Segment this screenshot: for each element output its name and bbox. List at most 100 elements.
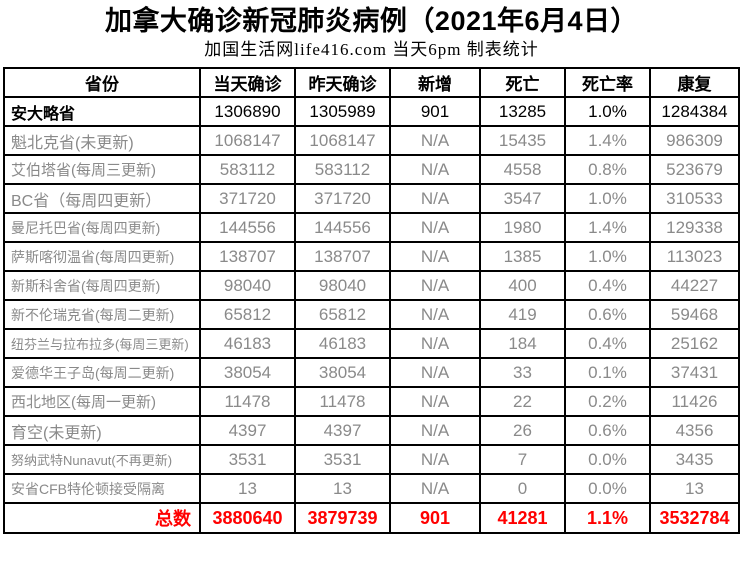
table-row: 新不伦瑞克省(每周二更新) 65812 65812 N/A 419 0.6% 59468	[3, 299, 740, 330]
death-rate-cell: 1.0%	[564, 96, 651, 127]
province-cell: 新斯科舍省(每周四更新)	[3, 270, 201, 301]
today-confirmed-cell: 144556	[199, 212, 296, 243]
table-row: 魁北克省(未更新) 1068147 1068147 N/A 15435 1.4% 98630…	[3, 125, 740, 156]
today-confirmed-cell: 4397	[199, 415, 296, 446]
province-cell: 育空(未更新)	[3, 415, 201, 446]
deaths-cell: 1385	[479, 241, 566, 272]
yesterday-confirmed-cell: 1305989	[294, 96, 391, 127]
table-footer: 总数 3880640 3879739 901 41281 1.1% 353278…	[3, 502, 740, 534]
recovered-cell: 59468	[649, 299, 740, 330]
new-cases-cell: N/A	[389, 270, 481, 301]
today-confirmed-cell: 138707	[199, 241, 296, 272]
yesterday-confirmed-cell: 98040	[294, 270, 391, 301]
recovered-cell: 25162	[649, 328, 740, 359]
new-cases-cell: N/A	[389, 444, 481, 475]
new-cases-cell: N/A	[389, 154, 481, 185]
new-cases-cell: N/A	[389, 125, 481, 156]
death-rate-cell: 0.0%	[564, 473, 651, 504]
yesterday-confirmed-cell: 583112	[294, 154, 391, 185]
recovered-cell: 310533	[649, 183, 740, 214]
page-subtitle: 加国生活网life416.com 当天6pm 制表统计	[204, 40, 539, 59]
recovered-cell: 113023	[649, 241, 740, 272]
deaths-cell: 419	[479, 299, 566, 330]
yesterday-confirmed-cell: 144556	[294, 212, 391, 243]
col-header-recovered: 康复	[649, 67, 740, 98]
table-row: 萨斯喀彻温省(每周四更新) 138707 138707 N/A 1385 1.0% 1130…	[3, 241, 740, 272]
deaths-cell: 7	[479, 444, 566, 475]
total-today-confirmed: 3880640	[199, 502, 296, 534]
today-confirmed-cell: 13	[199, 473, 296, 504]
province-cell: 安大略省	[3, 96, 201, 127]
death-rate-cell: 0.0%	[564, 444, 651, 475]
table-row: 努纳武特Nunavut(不再更新) 3531 3531 N/A 7 0.0% 3435	[3, 444, 740, 475]
col-header-new-cases: 新增	[389, 67, 481, 98]
page-header: 加拿大确诊新冠肺炎病例（2021年6月4日） 加国生活网life416.com …	[0, 6, 743, 60]
yesterday-confirmed-cell: 3531	[294, 444, 391, 475]
new-cases-cell: N/A	[389, 241, 481, 272]
total-new-cases: 901	[389, 502, 481, 534]
death-rate-cell: 0.2%	[564, 386, 651, 417]
new-cases-cell: N/A	[389, 473, 481, 504]
new-cases-cell: N/A	[389, 415, 481, 446]
new-cases-cell: N/A	[389, 299, 481, 330]
recovered-cell: 4356	[649, 415, 740, 446]
table-header: 省份 当天确诊 昨天确诊 新增 死亡 死亡率 康复	[3, 67, 740, 98]
recovered-cell: 44227	[649, 270, 740, 301]
deaths-cell: 33	[479, 357, 566, 388]
new-cases-cell: N/A	[389, 357, 481, 388]
province-cell: 努纳武特Nunavut(不再更新)	[3, 444, 201, 475]
yesterday-confirmed-cell: 11478	[294, 386, 391, 417]
death-rate-cell: 0.8%	[564, 154, 651, 185]
covid-cases-table: 省份 当天确诊 昨天确诊 新增 死亡 死亡率 康复 安大略省 1306890 130…	[3, 67, 740, 534]
yesterday-confirmed-cell: 65812	[294, 299, 391, 330]
recovered-cell: 129338	[649, 212, 740, 243]
total-recovered: 3532784	[649, 502, 740, 534]
recovered-cell: 13	[649, 473, 740, 504]
table-row: 安大略省 1306890 1305989 901 13285 1.0% 1284384	[3, 96, 740, 127]
death-rate-cell: 1.0%	[564, 241, 651, 272]
province-cell: 萨斯喀彻温省(每周四更新)	[3, 241, 201, 272]
total-row: 总数 3880640 3879739 901 41281 1.1% 353278…	[3, 502, 740, 534]
deaths-cell: 3547	[479, 183, 566, 214]
col-header-death-rate: 死亡率	[564, 67, 651, 98]
province-cell: 艾伯塔省(每周三更新)	[3, 154, 201, 185]
today-confirmed-cell: 38054	[199, 357, 296, 388]
page-title: 加拿大确诊新冠肺炎病例（2021年6月4日）	[104, 6, 639, 36]
today-confirmed-cell: 46183	[199, 328, 296, 359]
table-row: BC省（每周四更新） 371720 371720 N/A 3547 1.0% 310533	[3, 183, 740, 214]
yesterday-confirmed-cell: 38054	[294, 357, 391, 388]
deaths-cell: 13285	[479, 96, 566, 127]
today-confirmed-cell: 98040	[199, 270, 296, 301]
today-confirmed-cell: 3531	[199, 444, 296, 475]
col-header-deaths: 死亡	[479, 67, 566, 98]
death-rate-cell: 0.4%	[564, 328, 651, 359]
death-rate-cell: 1.4%	[564, 125, 651, 156]
recovered-cell: 11426	[649, 386, 740, 417]
province-cell: 曼尼托巴省(每周四更新)	[3, 212, 201, 243]
table-row: 西北地区(每周一更新) 11478 11478 N/A 22 0.2% 11426	[3, 386, 740, 417]
yesterday-confirmed-cell: 371720	[294, 183, 391, 214]
province-cell: 西北地区(每周一更新)	[3, 386, 201, 417]
new-cases-cell: 901	[389, 96, 481, 127]
deaths-cell: 22	[479, 386, 566, 417]
deaths-cell: 1980	[479, 212, 566, 243]
today-confirmed-cell: 371720	[199, 183, 296, 214]
yesterday-confirmed-cell: 1068147	[294, 125, 391, 156]
table-row: 新斯科舍省(每周四更新) 98040 98040 N/A 400 0.4% 44227	[3, 270, 740, 301]
recovered-cell: 523679	[649, 154, 740, 185]
header-row: 省份 当天确诊 昨天确诊 新增 死亡 死亡率 康复	[3, 67, 740, 98]
new-cases-cell: N/A	[389, 183, 481, 214]
table-row: 安省CFB特伦顿接受隔离 13 13 N/A 0 0.0% 13	[3, 473, 740, 504]
col-header-yesterday-confirmed: 昨天确诊	[294, 67, 391, 98]
col-header-today-confirmed: 当天确诊	[199, 67, 296, 98]
recovered-cell: 3435	[649, 444, 740, 475]
table-body: 安大略省 1306890 1305989 901 13285 1.0% 1284384 魁北克…	[3, 96, 740, 504]
table-row: 艾伯塔省(每周三更新) 583112 583112 N/A 4558 0.8% 523679	[3, 154, 740, 185]
new-cases-cell: N/A	[389, 386, 481, 417]
table-row: 纽芬兰与拉布拉多(每周三更新) 46183 46183 N/A 184 0.4% 25162	[3, 328, 740, 359]
new-cases-cell: N/A	[389, 212, 481, 243]
total-label: 总数	[3, 502, 201, 534]
col-header-province: 省份	[3, 67, 201, 98]
deaths-cell: 0	[479, 473, 566, 504]
yesterday-confirmed-cell: 13	[294, 473, 391, 504]
